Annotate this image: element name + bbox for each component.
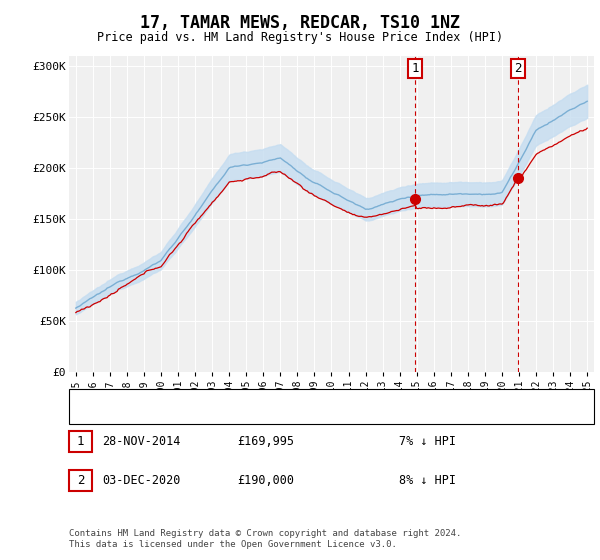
Text: Price paid vs. HM Land Registry's House Price Index (HPI): Price paid vs. HM Land Registry's House … [97, 31, 503, 44]
Text: 7% ↓ HPI: 7% ↓ HPI [399, 435, 456, 448]
Text: 28-NOV-2014: 28-NOV-2014 [102, 435, 181, 448]
Text: £190,000: £190,000 [237, 474, 294, 487]
Text: 1: 1 [77, 435, 84, 448]
Text: 17, TAMAR MEWS, REDCAR, TS10 1NZ (detached house): 17, TAMAR MEWS, REDCAR, TS10 1NZ (detach… [106, 394, 412, 404]
Text: 1: 1 [412, 62, 419, 74]
Text: HPI: Average price, detached house, Redcar and Cleveland: HPI: Average price, detached house, Redc… [106, 410, 456, 420]
Text: 03-DEC-2020: 03-DEC-2020 [102, 474, 181, 487]
Text: 8% ↓ HPI: 8% ↓ HPI [399, 474, 456, 487]
Text: £169,995: £169,995 [237, 435, 294, 448]
Text: Contains HM Land Registry data © Crown copyright and database right 2024.
This d: Contains HM Land Registry data © Crown c… [69, 529, 461, 549]
Text: 17, TAMAR MEWS, REDCAR, TS10 1NZ: 17, TAMAR MEWS, REDCAR, TS10 1NZ [140, 14, 460, 32]
Text: 2: 2 [77, 474, 84, 487]
Text: 2: 2 [514, 62, 521, 74]
